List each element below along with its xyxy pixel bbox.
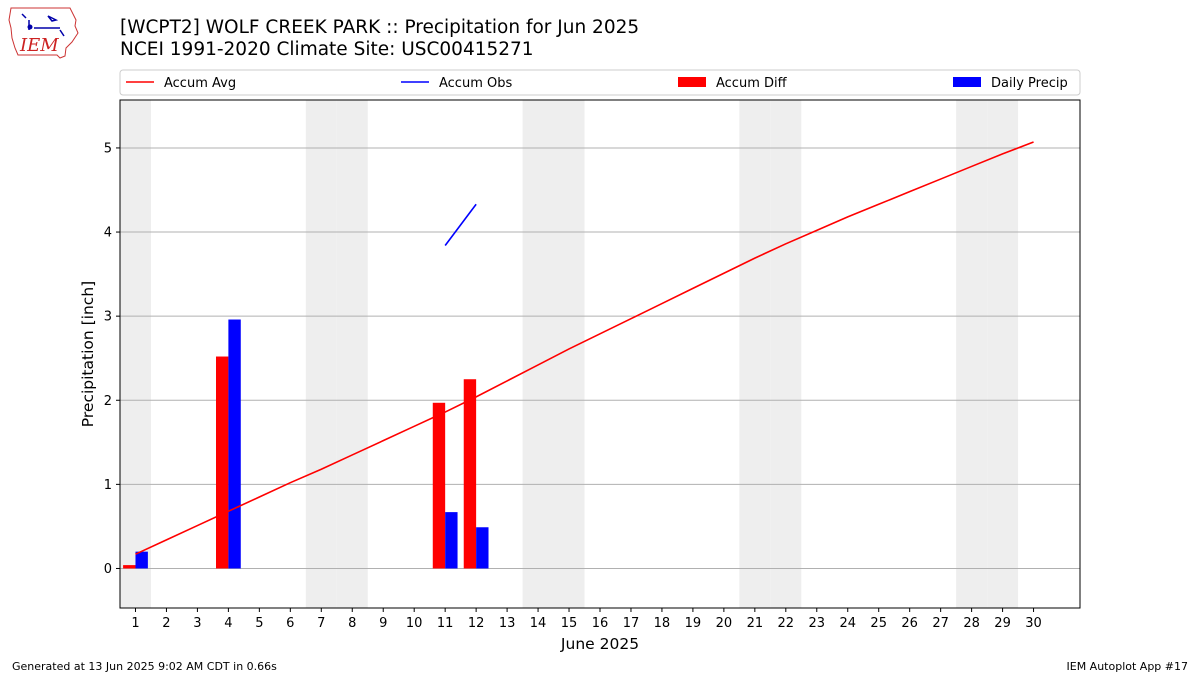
accum-diff-bar [123, 565, 136, 569]
x-tick-label: 13 [499, 616, 516, 631]
x-tick-label: 3 [193, 616, 201, 631]
legend-swatch [953, 77, 981, 87]
accum-obs-line [444, 203, 477, 246]
x-tick-label: 15 [561, 616, 578, 631]
daily-precip-bar [135, 551, 148, 569]
x-tick-label: 2 [162, 616, 170, 631]
x-tick-label: 6 [286, 616, 294, 631]
weekend-shade [956, 100, 988, 608]
weekend-shade [522, 100, 554, 608]
x-tick-label: 4 [224, 616, 232, 631]
x-tick-label: 28 [963, 616, 980, 631]
iem-logo: IEM [8, 7, 79, 59]
x-tick-label: 21 [747, 616, 764, 631]
x-tick-label: 10 [406, 616, 423, 631]
logo-text: IEM [19, 35, 59, 56]
x-tick-label: 16 [592, 616, 609, 631]
x-tick-label: 27 [932, 616, 949, 631]
legend-box [119, 69, 1081, 96]
daily-precip-bar [476, 527, 489, 569]
x-tick-label: 14 [530, 616, 547, 631]
weekend-shade [987, 100, 1019, 608]
x-tick-label: 22 [778, 616, 795, 631]
y-tick-label: 3 [104, 310, 112, 325]
accum-diff-bar [432, 402, 446, 569]
x-tick-label: 25 [870, 616, 887, 631]
accum-diff-bar [463, 379, 477, 569]
legend-label: Daily Precip [991, 76, 1068, 91]
iowa-outline [8, 7, 79, 59]
x-tick-label: 20 [716, 616, 733, 631]
x-tick-label: 8 [348, 616, 356, 631]
legend-label: Accum Obs [439, 76, 512, 91]
x-tick-label: 11 [437, 616, 454, 631]
daily-precip-bar [445, 512, 458, 569]
x-tick-label: 29 [994, 616, 1011, 631]
x-tick-label: 19 [685, 616, 702, 631]
chart-subtitle: NCEI 1991-2020 Climate Site: USC00415271 [120, 39, 534, 60]
x-axis-label: June 2025 [560, 635, 639, 653]
chart-title: [WCPT2] WOLF CREEK PARK :: Precipitation… [120, 17, 640, 38]
legend-label: Accum Diff [716, 76, 788, 91]
legend-swatch [678, 77, 706, 87]
y-tick-label: 1 [104, 478, 112, 493]
x-tick-label: 9 [379, 616, 387, 631]
x-tick-label: 26 [901, 616, 918, 631]
plot-frame [119, 99, 1081, 609]
y-axis-label: Precipitation [inch] [79, 281, 97, 427]
x-tick-label: 18 [654, 616, 671, 631]
accum-diff-bar [216, 356, 229, 569]
x-tick-label: 7 [317, 616, 325, 631]
generated-timestamp: Generated at 13 Jun 2025 9:02 AM CDT in … [12, 660, 277, 673]
weekend-shade [305, 100, 337, 608]
x-tick-label: 1 [131, 616, 139, 631]
accum-avg-line [135, 141, 1034, 555]
app-label: IEM Autoplot App #17 [1066, 660, 1189, 673]
x-tick-label: 24 [839, 616, 856, 631]
weekend-shade [739, 100, 771, 608]
weekend-shade [770, 100, 802, 608]
x-tick-label: 30 [1025, 616, 1042, 631]
y-tick-label: 5 [104, 141, 112, 156]
legend-label: Accum Avg [164, 76, 236, 91]
y-tick-label: 0 [104, 562, 112, 577]
x-tick-label: 5 [255, 616, 263, 631]
daily-precip-bar [228, 319, 241, 569]
x-tick-label: 17 [623, 616, 640, 631]
sun-icon [27, 24, 33, 30]
y-tick-label: 2 [104, 394, 112, 409]
x-tick-label: 12 [468, 616, 485, 631]
weekend-shade [336, 100, 368, 608]
y-tick-label: 4 [104, 226, 112, 241]
x-tick-label: 23 [809, 616, 826, 631]
weekend-shade [120, 100, 151, 608]
